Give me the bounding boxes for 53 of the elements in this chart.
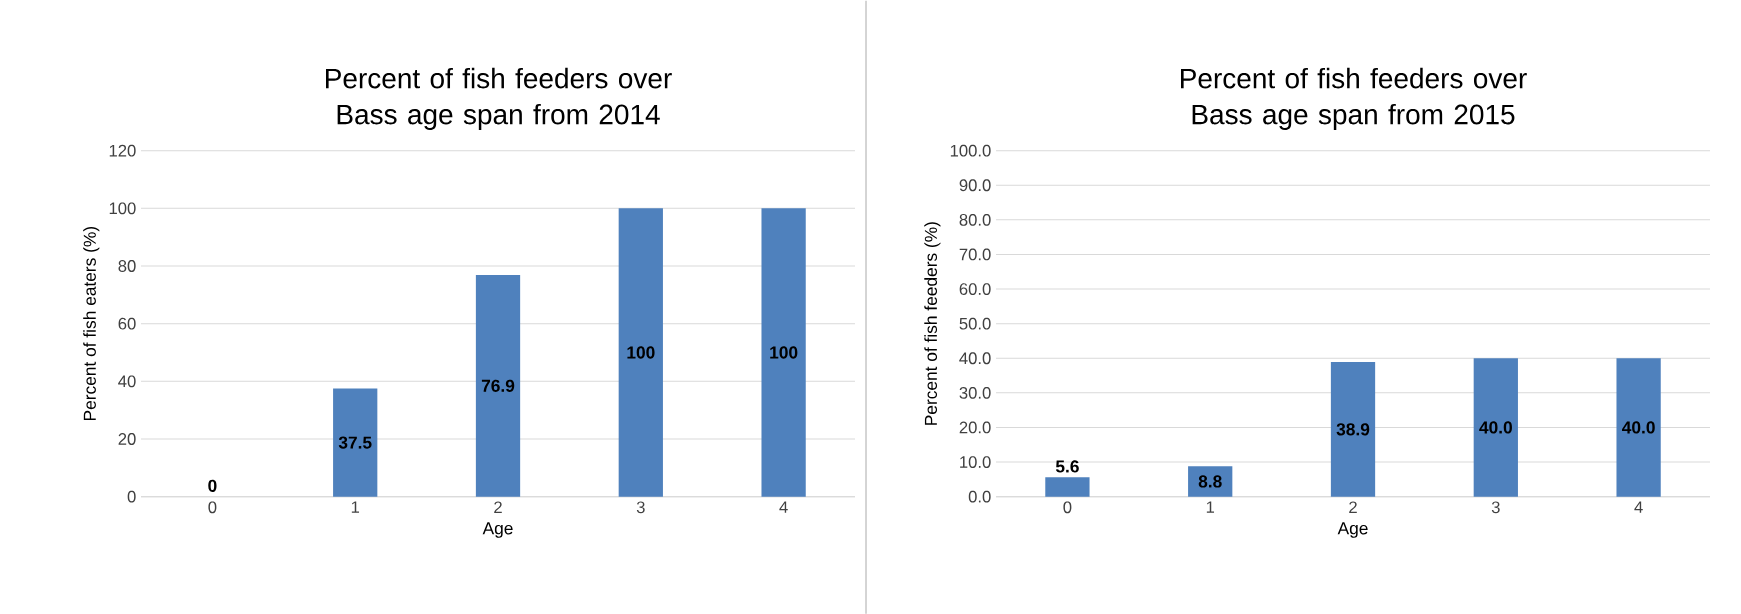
- x-axis-title: Age: [1337, 522, 1368, 538]
- bar: [1330, 361, 1376, 497]
- x-axis-title: Age: [482, 522, 513, 538]
- y-tick-label: 90.0: [959, 179, 991, 192]
- data-label: 38.9: [1336, 423, 1370, 436]
- y-tick-label: 100: [109, 202, 136, 215]
- data-label: 0: [208, 479, 217, 492]
- y-tick-label: 80: [118, 259, 136, 272]
- x-tick-label: 3: [1491, 501, 1500, 514]
- bar: [1473, 358, 1518, 497]
- bar: [1188, 466, 1233, 497]
- data-label: 8.8: [1198, 475, 1222, 488]
- y-tick-label: 40.0: [959, 352, 991, 365]
- data-label: 100: [770, 346, 798, 359]
- data-label: 40.0: [1622, 421, 1655, 434]
- bar: [618, 208, 663, 497]
- y-tick-label: 20.0: [959, 421, 991, 434]
- x-tick-label: 0: [208, 501, 217, 514]
- bar: [1045, 477, 1090, 497]
- data-label: 100: [627, 346, 655, 359]
- data-label: 5.6: [1055, 460, 1079, 473]
- y-tick-label: 70.0: [959, 248, 991, 261]
- x-tick-label: 4: [779, 501, 788, 513]
- data-label: 37.5: [338, 436, 372, 449]
- y-tick-label: 80.0: [959, 213, 991, 226]
- x-tick-label: 3: [636, 501, 645, 514]
- x-tick-label: 4: [1634, 501, 1643, 513]
- bar: [761, 208, 806, 497]
- y-axis-title: Percent of fish eaters (%): [83, 226, 100, 420]
- y-tick-label: 60: [118, 317, 136, 330]
- bar: [1616, 358, 1661, 497]
- x-tick-label: 1: [1206, 501, 1215, 513]
- y-tick-label: 20: [118, 432, 136, 445]
- chart-title: Percent of fish feeders over Bass age span from 2014: [326, 67, 672, 130]
- y-tick-label: 100.0: [950, 144, 991, 157]
- y-tick-label: 120: [109, 144, 136, 157]
- data-label: 76.9: [481, 379, 515, 392]
- bar: [333, 388, 378, 497]
- x-tick-label: 2: [1349, 501, 1357, 513]
- bar: [475, 274, 521, 497]
- data-label: 40.0: [1479, 421, 1512, 434]
- y-tick-label: 40: [118, 375, 136, 388]
- y-tick-label: 50.0: [959, 317, 991, 330]
- y-tick-label: 30.0: [959, 386, 991, 399]
- y-tick-label: 60.0: [959, 283, 991, 295]
- x-tick-label: 1: [351, 501, 360, 513]
- x-tick-label: 0: [1063, 501, 1072, 514]
- x-tick-label: 2: [494, 501, 502, 513]
- y-axis-title: Percent of fish feeders (%): [924, 222, 941, 425]
- y-tick-label: 10.0: [960, 456, 991, 468]
- chart-title: Percent of fish feeders over Bass age span from 2015: [1181, 67, 1527, 130]
- y-tick-label: 0: [127, 490, 136, 503]
- y-tick-label: 0.0: [968, 490, 991, 503]
